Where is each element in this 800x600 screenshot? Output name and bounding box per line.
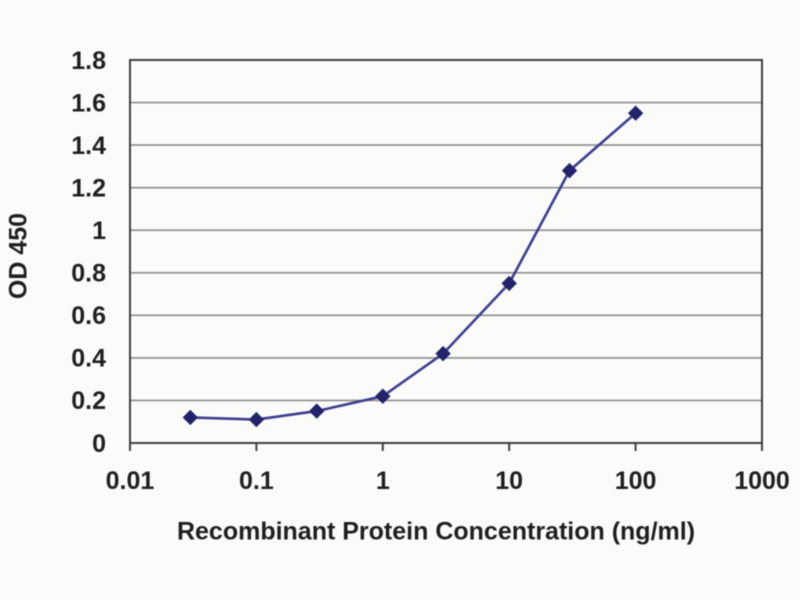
x-tick-label: 10 [495, 467, 523, 495]
data-point-marker [182, 409, 199, 426]
y-tick-label: 1.8 [71, 47, 106, 75]
y-axis-title: OD 450 [4, 212, 33, 300]
data-point-marker [309, 403, 325, 419]
data-point-marker [627, 105, 644, 121]
y-tick-label: 0 [92, 430, 106, 458]
x-tick-label: 1 [376, 467, 390, 495]
y-tick-label: 1 [92, 217, 106, 245]
x-tick-label: 100 [615, 467, 657, 495]
data-point-marker [435, 345, 451, 362]
y-tick-label: 0.8 [71, 260, 106, 288]
y-tick-label: 0.2 [71, 387, 106, 415]
y-tick-label: 0.6 [71, 302, 106, 330]
y-tick-label: 1.6 [71, 89, 106, 117]
data-point-marker [561, 162, 578, 179]
y-tick-label: 1.2 [71, 174, 106, 202]
y-tick-label: 1.4 [71, 132, 106, 160]
x-tick-label: 0.01 [106, 467, 155, 495]
data-point-marker [375, 388, 391, 404]
x-axis-title: Recombinant Protein Concentration (ng/ml… [176, 517, 696, 546]
x-tick-label: 1000 [734, 467, 790, 495]
y-tick-label: 0.4 [71, 345, 106, 373]
data-point-marker [501, 275, 517, 292]
x-tick-label: 0.1 [239, 467, 274, 495]
plot-border [129, 59, 763, 444]
data-point-marker [248, 411, 265, 428]
data-line [190, 112, 637, 421]
